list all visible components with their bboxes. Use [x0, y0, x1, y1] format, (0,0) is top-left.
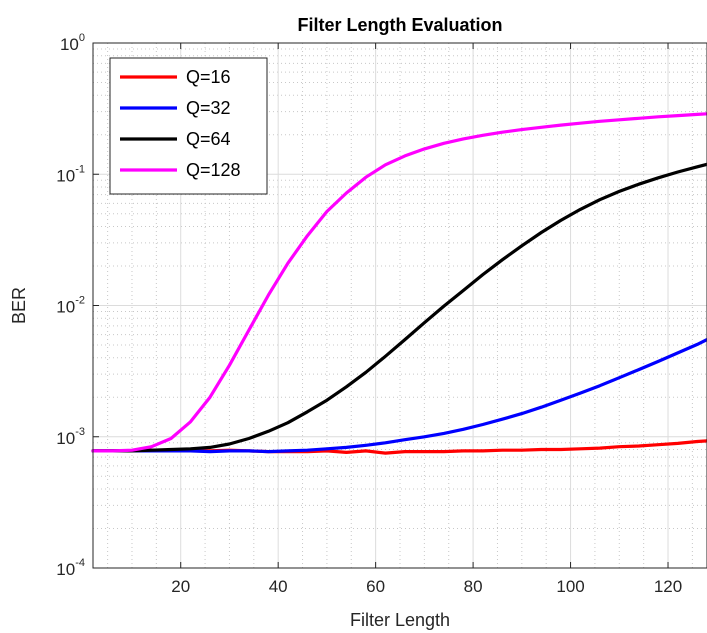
- chart-title: Filter Length Evaluation: [297, 15, 502, 35]
- y-tick-exponent: 0: [79, 32, 85, 44]
- y-tick-label: 10-4: [56, 557, 85, 579]
- series-group: [91, 112, 707, 455]
- x-tick-label: 60: [366, 577, 385, 596]
- y-tick-base: 10: [56, 560, 75, 579]
- legend-label-4: Q=128: [186, 160, 241, 180]
- y-tick-exponent: -2: [75, 295, 85, 307]
- y-tick-label: 10-1: [56, 163, 85, 185]
- x-tick-label: 40: [269, 577, 288, 596]
- y-tick-exponent: -1: [75, 163, 85, 175]
- y-axis-label: BER: [9, 287, 29, 324]
- x-axis-label: Filter Length: [350, 610, 450, 630]
- y-tick-base: 10: [56, 166, 75, 185]
- y-tick-label: 10-2: [56, 295, 85, 317]
- y-tick-exponent: -4: [75, 557, 85, 569]
- x-tick-label: 20: [171, 577, 190, 596]
- x-tick-label: 80: [464, 577, 483, 596]
- y-tick-label: 100: [60, 32, 85, 54]
- y-tick-exponent: -3: [75, 426, 85, 438]
- legend-label-3: Q=64: [186, 129, 231, 149]
- legend-label-1: Q=16: [186, 67, 231, 87]
- series-line-3: [91, 162, 707, 453]
- x-tick-label: 120: [654, 577, 682, 596]
- legend: Q=16 Q=32 Q=64 Q=128: [109, 57, 268, 195]
- legend-label-2: Q=32: [186, 98, 231, 118]
- y-tick-base: 10: [60, 35, 79, 54]
- series-line-4: [91, 112, 707, 453]
- series-line-2: [91, 338, 707, 454]
- x-tick-label: 100: [556, 577, 584, 596]
- y-tick-label: 10-3: [56, 426, 85, 448]
- y-tick-base: 10: [56, 429, 75, 448]
- y-tick-base: 10: [56, 298, 75, 317]
